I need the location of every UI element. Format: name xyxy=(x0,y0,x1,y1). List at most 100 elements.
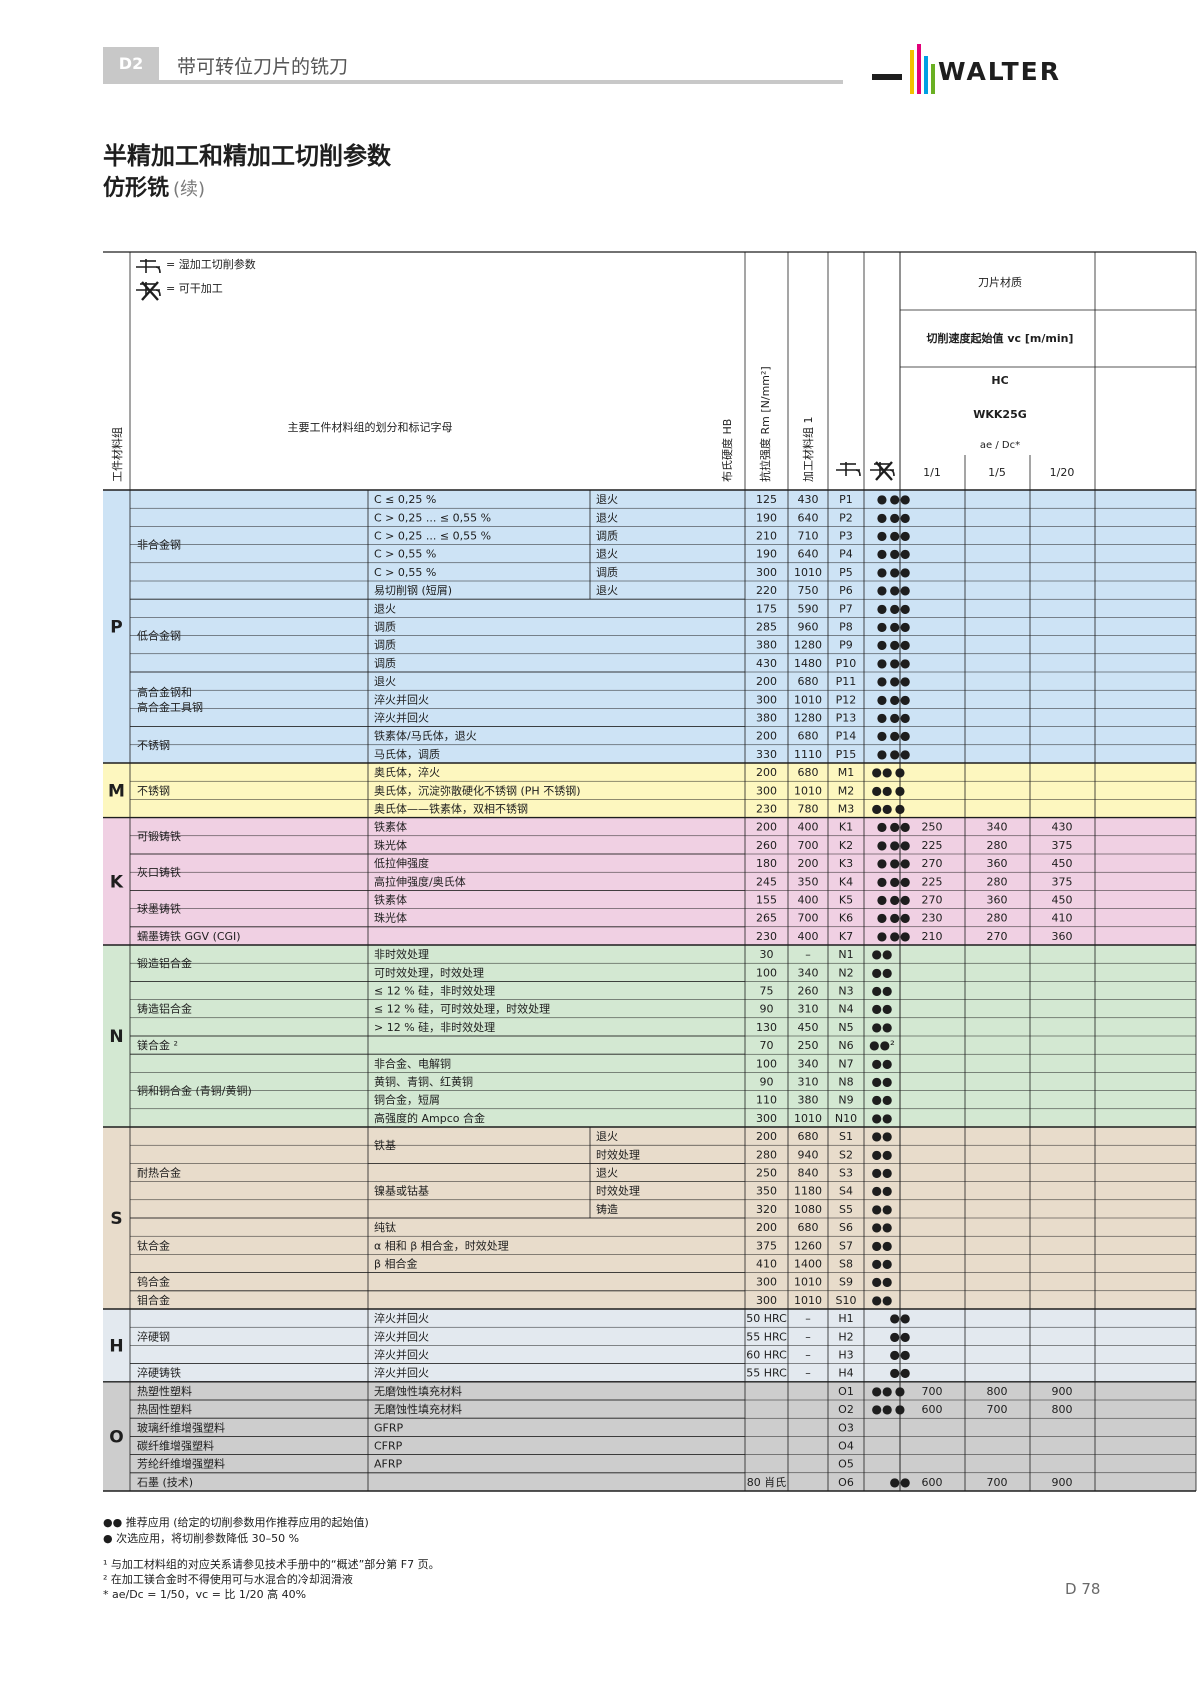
row-vc-value: 280 xyxy=(987,875,1008,888)
row-desc: ≤ 12 % 硅，可时效处理，时效处理 xyxy=(374,1002,550,1016)
row-wet-rating: ● xyxy=(877,656,887,670)
row-desc: 低拉伸强度 xyxy=(374,856,429,870)
row-vc-value: 225 xyxy=(922,875,943,888)
row-vc-value: 280 xyxy=(987,912,1008,925)
row-wet-rating: ●● xyxy=(872,965,893,979)
logo-bar-magenta xyxy=(917,44,921,94)
row-material-group: S10 xyxy=(836,1294,857,1307)
subgroup-label: 淬硬钢 xyxy=(137,1329,170,1343)
row-material-group: P6 xyxy=(839,584,853,597)
row-material-group: O4 xyxy=(838,1440,854,1453)
ae-dc-label: ae / Dc* xyxy=(980,440,1020,451)
row-dry-rating: ● xyxy=(895,802,905,816)
row-wet-rating: ●● xyxy=(872,1202,893,1216)
row-hardness: 110 xyxy=(756,1094,777,1107)
row-material-group: M1 xyxy=(838,766,855,779)
row-wet-rating: ● xyxy=(877,929,887,943)
row-desc: C > 0,25 ... ≤ 0,55 % xyxy=(374,530,491,543)
row-desc: 可时效处理，时效处理 xyxy=(374,965,484,979)
row-desc: 退火 xyxy=(374,602,396,615)
row-material-group: O1 xyxy=(838,1385,854,1398)
row-hardness: 30 xyxy=(760,948,774,961)
row-wet-rating: ●● xyxy=(872,1129,893,1143)
row-material-group: N6 xyxy=(838,1039,853,1052)
row-desc: 黄铜、青铜、红黄铜 xyxy=(374,1075,473,1089)
subgroup-label: 钼合金 xyxy=(137,1293,170,1307)
row-material-group: P11 xyxy=(836,675,857,688)
row-desc: AFRP xyxy=(374,1458,402,1471)
row-tensile: 450 xyxy=(798,1021,819,1034)
row-material-group: S4 xyxy=(839,1185,853,1198)
group-letter: S xyxy=(110,1209,122,1229)
row-vc-value: 700 xyxy=(922,1385,943,1398)
row-material-group: H4 xyxy=(838,1367,853,1380)
row-hardness: 155 xyxy=(756,894,777,907)
row-hardness: 260 xyxy=(756,839,777,852)
group-letter: M xyxy=(108,781,125,801)
footnote-3: * ae/Dc = 1/50，vc = 比 1/20 高 40% xyxy=(103,1588,307,1601)
row-dry-rating: ● xyxy=(895,783,905,797)
row-tensile: 400 xyxy=(798,821,819,834)
row-hardness: 220 xyxy=(756,584,777,597)
row-material-group: S3 xyxy=(839,1167,853,1180)
row-desc: 淬火并回火 xyxy=(374,692,429,706)
subgroup-label: 蠕墨铸铁 GGV (CGI) xyxy=(137,929,241,943)
row-hardness: 300 xyxy=(756,1112,777,1125)
row-wet-rating: ●● xyxy=(872,1238,893,1252)
row-condition: 调质 xyxy=(596,530,618,543)
row-dry-rating: ●● xyxy=(890,510,911,524)
row-tensile: 960 xyxy=(798,621,819,634)
row-tensile: 940 xyxy=(798,1148,819,1161)
row-tensile: 310 xyxy=(798,1076,819,1089)
legend-wet: = 湿加工切削参数 xyxy=(166,257,256,271)
row-tensile: 340 xyxy=(798,1057,819,1070)
ratio-label-1: 1/1 xyxy=(923,466,941,479)
row-desc: 奥氏体，沉淀弥散硬化不锈钢 (PH 不锈钢) xyxy=(374,783,580,797)
row-wet-rating: ● xyxy=(877,583,887,597)
row-wet-rating: ●● xyxy=(872,1293,893,1307)
row-vc-value: 900 xyxy=(1052,1476,1073,1489)
row-dry-rating: ●● xyxy=(890,856,911,870)
row-dry-rating: ●● xyxy=(890,656,911,670)
row-hardness: 230 xyxy=(756,930,777,943)
row-material-group: K5 xyxy=(839,894,853,907)
row-material-group: N9 xyxy=(838,1094,853,1107)
row-dry-rating: ●● xyxy=(890,529,911,543)
row-tensile: – xyxy=(805,948,811,961)
subgroup-label: 不锈钢 xyxy=(137,784,170,797)
subgroup-label: 热塑性塑料 xyxy=(137,1384,192,1398)
row-hardness: 250 xyxy=(756,1167,777,1180)
row-dry-rating: ●● xyxy=(890,747,911,761)
row-vc-value: 375 xyxy=(1052,875,1073,888)
row-tensile: 340 xyxy=(798,966,819,979)
subgroup-label: 玻璃纤维增强塑料 xyxy=(137,1420,225,1434)
row-vc-value: 450 xyxy=(1052,894,1073,907)
row-dry-rating: ●● xyxy=(890,1311,911,1325)
row-material-group: K6 xyxy=(839,912,853,925)
row-dry-rating: ● xyxy=(895,1384,905,1398)
subgroup-label: 不锈钢 xyxy=(137,739,170,752)
row-tensile: 380 xyxy=(798,1094,819,1107)
row-material-group: S2 xyxy=(839,1148,853,1161)
row-material-group: P15 xyxy=(836,748,857,761)
row-material-group: P13 xyxy=(836,712,857,725)
group-band-K xyxy=(103,817,1196,945)
row-wet-rating: ● xyxy=(877,747,887,761)
row-wet-rating: ●● xyxy=(872,1093,893,1107)
row-tensile: 680 xyxy=(798,1130,819,1143)
row-tensile: 1080 xyxy=(794,1203,822,1216)
row-desc: 非时效处理 xyxy=(374,947,429,961)
row-desc: 铜合金，短屑 xyxy=(374,1093,440,1107)
row-material-group: N3 xyxy=(838,985,853,998)
row-material-group: N2 xyxy=(838,966,853,979)
row-dry-rating: ●● xyxy=(890,1348,911,1362)
row-wet-rating: ● xyxy=(877,893,887,907)
row-wet-rating: ●● xyxy=(872,1056,893,1070)
row-tensile: 750 xyxy=(798,584,819,597)
row-condition: 退火 xyxy=(596,548,618,561)
footnote-2: ² 在加工镁合金时不得使用可与水混合的冷却润滑液 xyxy=(103,1573,353,1586)
row-desc: C > 0,55 % xyxy=(374,566,436,579)
row-tensile: 400 xyxy=(798,930,819,943)
subgroup-label: 耐热合金 xyxy=(137,1166,181,1180)
grade-label: WKK25G xyxy=(973,408,1027,421)
